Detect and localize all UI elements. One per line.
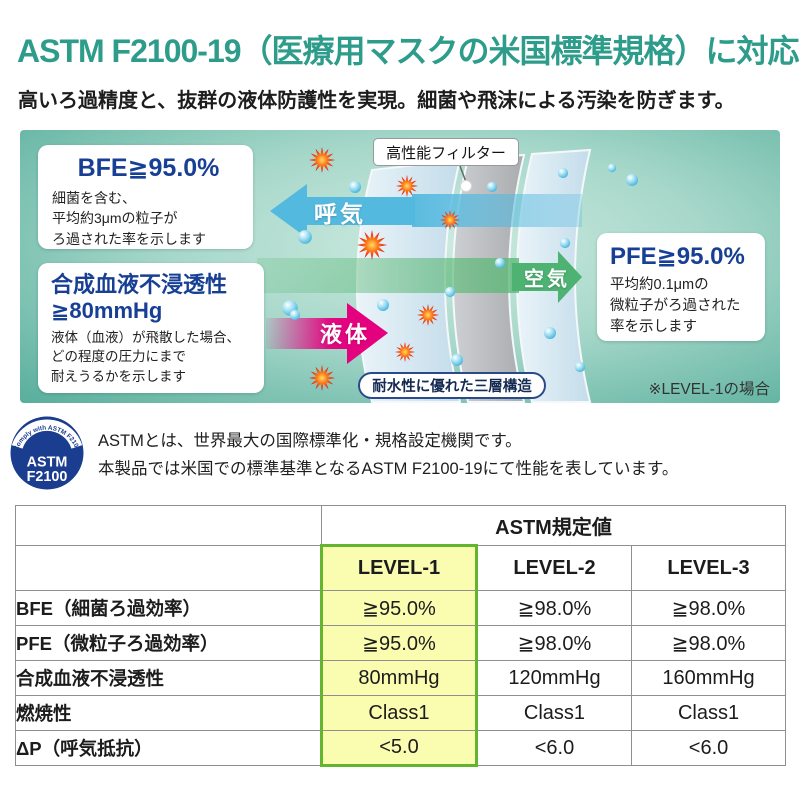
bfe-title: BFE≧95.0% — [77, 154, 220, 182]
column-header-level3: LEVEL-3 — [630, 545, 787, 591]
bfe-line: 細菌を含む、 — [52, 190, 136, 206]
table-row-delta-p: ΔP（呼気抵抗） <5.0 <6.0 <6.0 — [15, 730, 787, 767]
row-label: 合成血液不浸透性 — [15, 660, 322, 696]
table-group-header-row: ASTM規定値 — [15, 505, 787, 546]
value-level1: ≧95.0% — [320, 625, 478, 661]
mask-filtration-diagram: 呼気 空気 液体 BFE≧95.0% 細菌を含む、 平均約3μmの粒子が ろ過さ… — [20, 130, 780, 403]
high-performance-filter-label: 高性能フィルター — [373, 138, 519, 166]
bfe-info-box: BFE≧95.0% 細菌を含む、 平均約3μmの粒子が ろ過された率を示します — [38, 145, 253, 249]
value-level1: 80mmHg — [320, 660, 478, 696]
badge-f2100-text: F2100 — [27, 469, 68, 485]
blood-line: どの程度の圧力にまで — [51, 349, 186, 365]
row-label: ΔP（呼気抵抗） — [15, 730, 322, 766]
row-label: 燃焼性 — [15, 695, 322, 731]
blood-title: 合成血液不浸透性 — [51, 272, 228, 297]
astm-description: ASTMとは、世界最大の国際標準化・規格設定機関です。 本製品では米国での標準基… — [98, 423, 678, 483]
synthetic-blood-info-box: 合成血液不浸透性 ≧80mmHg 液体（血液）が飛散した場合、 どの程度の圧力に… — [38, 263, 264, 393]
column-header-level2: LEVEL-2 — [476, 545, 632, 591]
level1-note: ※LEVEL-1の場合 — [648, 381, 770, 398]
table-row-pfe: PFE（微粒子ろ過効率） ≧95.0% ≧98.0% ≧98.0% — [15, 625, 787, 661]
filter-pointer-line — [459, 165, 467, 183]
value-level3: <6.0 — [630, 730, 787, 766]
air-arrow — [512, 251, 582, 303]
value-level1: <5.0 — [320, 730, 478, 767]
row-label: PFE（微粒子ろ過効率） — [15, 625, 322, 661]
value-level2: Class1 — [476, 695, 632, 731]
pfe-title: PFE≧95.0% — [610, 243, 745, 270]
table-row-bfe: BFE（細菌ろ過効率） ≧95.0% ≧98.0% ≧98.0% — [15, 590, 787, 626]
value-level1: Class1 — [320, 695, 478, 731]
exhale-flow-band — [412, 194, 582, 227]
pfe-line: 微粒子がろ過された — [610, 298, 741, 315]
row-label: BFE（細菌ろ過効率） — [15, 590, 322, 626]
value-level2: ≧98.0% — [476, 625, 632, 661]
value-level2: <6.0 — [476, 730, 632, 766]
liquid-arrow-tail — [266, 318, 350, 349]
value-level3: 160mmHg — [630, 660, 787, 696]
column-header-level1: LEVEL-1 — [320, 544, 478, 591]
exhale-arrow — [270, 184, 415, 238]
filter-pointer-dot — [460, 180, 472, 192]
value-level2: ≧98.0% — [476, 590, 632, 626]
astm-description-line1: ASTMとは、世界最大の国際標準化・規格設定機関です。 — [98, 432, 522, 450]
table-corner-cell — [15, 505, 322, 546]
mask-layers-art — [257, 147, 646, 403]
liquid-arrow-label: 液体 — [319, 322, 371, 347]
table-level-header-row: LEVEL-1 LEVEL-2 LEVEL-3 — [15, 544, 787, 591]
value-level3: Class1 — [630, 695, 787, 731]
badge-astm-text: ASTM — [27, 454, 68, 470]
astm-f2100-badge-icon: Comply with ASTM F2100 ASTM F2100 — [10, 416, 84, 490]
table-corner-cell — [15, 545, 322, 591]
value-level3: ≧98.0% — [630, 590, 787, 626]
blood-line: 耐えうるかを示します — [51, 369, 186, 385]
page-subtitle: 高いろ過精度と、抜群の液体防護性を実現。細菌や飛沫による汚染を防ぎます。 — [18, 90, 735, 112]
astm-info-section: Comply with ASTM F2100 ASTM F2100 ASTMとは… — [10, 416, 678, 490]
pfe-line: 率を示します — [610, 319, 697, 336]
table-row-flammability: 燃焼性 Class1 Class1 Class1 — [15, 695, 787, 731]
pfe-info-box: PFE≧95.0% 平均約0.1μmの 微粒子がろ過された 率を示します — [597, 233, 765, 341]
astm-standard-header: ASTM規定値 — [320, 505, 787, 546]
value-level1: ≧95.0% — [320, 590, 478, 626]
astm-description-line2: 本製品では米国での標準基準となるASTM F2100-19にて性能を表しています… — [98, 460, 679, 478]
value-level2: 120mmHg — [476, 660, 632, 696]
blood-line: 液体（血液）が飛散した場合、 — [51, 329, 240, 345]
value-level3: ≧98.0% — [630, 625, 787, 661]
astm-spec-table: ASTM規定値 LEVEL-1 LEVEL-2 LEVEL-3 BFE（細菌ろ過… — [15, 505, 787, 767]
exhale-arrow-label: 呼気 — [314, 201, 366, 227]
liquid-arrow-head — [347, 303, 388, 364]
pfe-line: 平均約0.1μmの — [610, 277, 709, 293]
three-layer-structure-label: 耐水性に優れた三層構造 — [358, 372, 546, 399]
blood-title: ≧80mmHg — [51, 297, 163, 323]
air-arrow-label: 空気 — [524, 268, 570, 291]
bfe-line: ろ過された率を示します — [52, 230, 206, 247]
air-flow-band — [257, 258, 519, 293]
bfe-line: 平均約3μmの粒子が — [52, 210, 178, 227]
table-row-blood: 合成血液不浸透性 80mmHg 120mmHg 160mmHg — [15, 660, 787, 696]
page-title: ASTM F2100-19（医療用マスクの米国標準規格）に対応 — [17, 33, 800, 69]
